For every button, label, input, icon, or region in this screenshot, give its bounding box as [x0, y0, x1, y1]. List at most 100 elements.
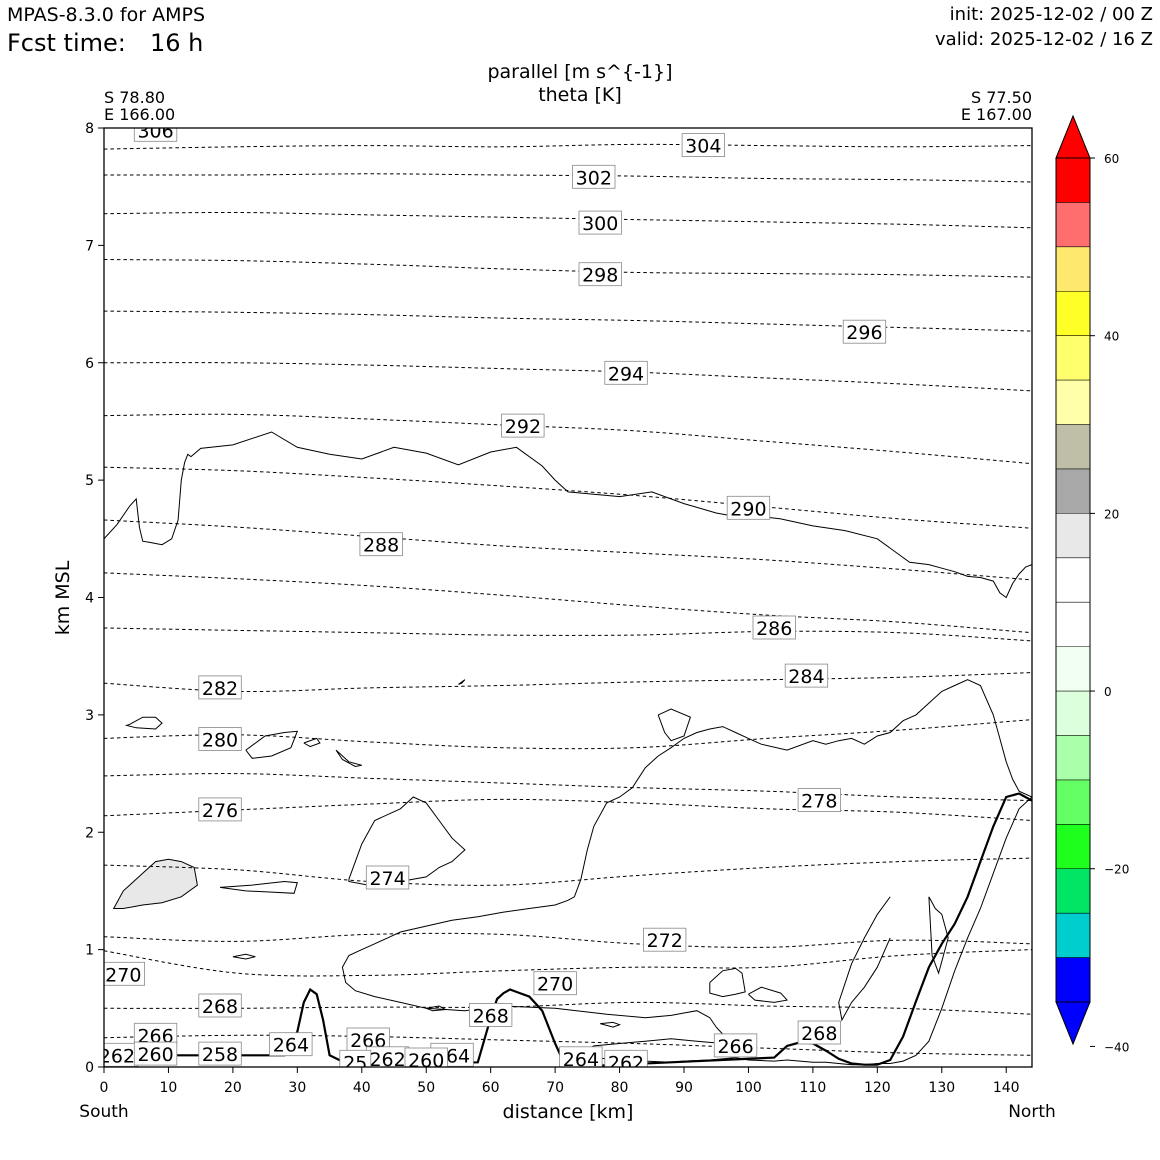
theta-contour-276 [104, 798, 1032, 821]
theta-contour-292 [104, 413, 1032, 465]
wind-zero-contour [928, 896, 949, 975]
theta-label-text: 25 [343, 1052, 367, 1074]
colorbar-under-arrow [1055, 1001, 1091, 1046]
colorbar-frame [1055, 157, 1091, 1003]
theta-label: 268 [468, 1003, 513, 1027]
theta-label-text: 274 [369, 868, 405, 890]
colorbar-bin [1056, 913, 1090, 958]
wind-zero-contour [748, 986, 789, 1003]
theta-contour-272 [104, 932, 1032, 948]
theta-label-box [133, 128, 178, 142]
y-tick-label: 8 [85, 121, 94, 137]
y-tick-label: 1 [85, 943, 94, 959]
y-tick-label: 7 [85, 238, 94, 254]
forecast-time-label: Fcst time: [7, 29, 126, 57]
theta-contour-274 [104, 857, 1032, 886]
theta-label-text: 298 [582, 265, 618, 287]
y-tick-label: 3 [85, 708, 94, 724]
wind-zero-contour [245, 730, 299, 759]
x-tick-label: 140 [993, 1080, 1020, 1096]
colorbar-bin [1056, 513, 1090, 559]
theta-label: 300 [578, 210, 622, 235]
theta-label: 272 [643, 927, 687, 952]
colorbar-bin [1056, 824, 1090, 870]
theta-label: 304 [681, 133, 725, 158]
theta-label-box [578, 210, 622, 235]
colorbar-bin [1056, 691, 1090, 736]
theta-contour-labels: 304 302 300 298 296 294 292 290 288 286 284 282 280 2… [99, 128, 887, 1074]
theta-label-text: 302 [576, 167, 612, 189]
theta-label-text: 262 [608, 1052, 644, 1074]
colorbar-tick-label: −20 [1104, 863, 1129, 877]
theta-label: 296 [842, 319, 887, 344]
theta-label-text: 266 [717, 1036, 753, 1058]
theta-contour-284 [104, 627, 1032, 642]
wind-zero-contour [104, 431, 1032, 599]
theta-label-text: 272 [647, 930, 683, 952]
wind-shaded-region [112, 858, 198, 909]
colorbar-bin [1056, 291, 1090, 336]
theta-contour-288 [104, 519, 1032, 581]
x-tick-label: 110 [800, 1080, 827, 1096]
theta-contour-268 [104, 1001, 1032, 1015]
theta-label: 25 [339, 1049, 372, 1074]
theta-label: 268 [198, 993, 242, 1018]
theta-label: 298 [578, 262, 622, 287]
init-time: init: 2025-12-02 / 00 Z [949, 4, 1153, 25]
theta-label-box [533, 971, 577, 996]
chart-title-line2: theta [K] [538, 84, 622, 106]
theta-label: 292 [501, 413, 545, 438]
theta-label: 288 [359, 532, 403, 557]
colorbar-bin [1056, 735, 1090, 781]
theta-label: 262 [365, 1046, 410, 1067]
plot-frame [103, 127, 1033, 1068]
theta-label-text: 262 [99, 1045, 135, 1067]
right-point-lon: E 167.00 [961, 105, 1032, 124]
theta-label-text: 294 [608, 363, 644, 385]
theta-label-text: 278 [801, 791, 837, 813]
colorbar-tick-label: −40 [1104, 1040, 1129, 1054]
theta-label-box [578, 262, 622, 287]
y-axis-label: km MSL [52, 560, 74, 635]
theta-label-box [752, 615, 796, 640]
y-tick-label: 5 [85, 473, 94, 489]
colorbar-tick-label: 40 [1104, 330, 1119, 344]
theta-label: 276 [198, 797, 242, 822]
theta-contour-282 [104, 672, 1032, 693]
chart-title-line1: parallel [m s^{-1}] [487, 61, 672, 83]
theta-label-text: 292 [505, 416, 541, 438]
colorbar-bin [1056, 646, 1090, 692]
wind-shading [112, 858, 198, 909]
x-tick-label: 80 [611, 1080, 629, 1096]
theta-label-box [198, 727, 242, 751]
theta-label: 262 [604, 1049, 648, 1074]
x-tick-label: 20 [224, 1080, 242, 1096]
x-tick-label: 10 [160, 1080, 178, 1096]
theta-label-box [359, 532, 403, 557]
plot-area: 304 302 300 298 296 294 292 290 288 286 284 282 280 2… [99, 128, 1032, 1074]
right-point-lat: S 77.50 [971, 88, 1032, 107]
wind-zero-contour [426, 1005, 448, 1012]
theta-label-text: 268 [202, 996, 238, 1018]
theta-label: 262 [99, 1042, 139, 1067]
south-end-label: South [79, 1102, 128, 1122]
colorbar-bin [1056, 957, 1090, 1003]
theta-contour-296 [104, 310, 1032, 332]
wind-zero-contour [335, 749, 362, 768]
theta-label-text: 268 [473, 1005, 509, 1027]
colorbar-tick-label: 20 [1104, 507, 1119, 521]
theta-label-text: 260 [137, 1044, 173, 1066]
theta-label: 260 [133, 1041, 178, 1066]
theta-label: 264 [559, 1046, 603, 1067]
theta-label-box [797, 788, 841, 812]
x-tick-label: 30 [288, 1080, 306, 1096]
theta-label: 282 [198, 675, 242, 700]
theta-label: 294 [604, 360, 648, 385]
wind-zero-contour [303, 737, 321, 748]
theta-label: 280 [198, 727, 242, 752]
theta-label: 270 [104, 961, 145, 986]
colorbar-bin [1056, 779, 1090, 825]
theta-label-text: 296 [846, 322, 882, 344]
theta-label: 306 [133, 128, 178, 142]
theta-contour-278 [104, 773, 1032, 802]
